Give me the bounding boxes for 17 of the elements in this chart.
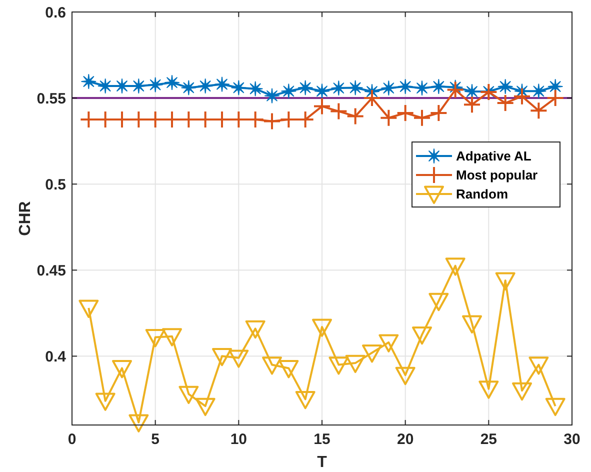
x-tick-label: 20 [396, 431, 414, 448]
x-tick-label: 5 [151, 431, 160, 448]
y-tick-label: 0.4 [45, 348, 67, 366]
x-tick-label: 25 [480, 431, 498, 448]
x-tick-label: 30 [564, 431, 580, 448]
x-axis-title: T [317, 454, 328, 471]
y-axis-title: CHR [17, 200, 34, 236]
legend-label: Random [456, 186, 508, 202]
x-tick-label: 10 [230, 431, 248, 448]
y-tick-label: 0.55 [36, 90, 66, 108]
x-tick-label: 0 [68, 431, 76, 448]
y-tick-label: 0.5 [45, 176, 66, 194]
x-tick-label: 15 [314, 431, 330, 448]
legend-label: Adpative AL [456, 148, 532, 164]
y-tick-label: 0.45 [36, 262, 66, 280]
legend-label: Most popular [456, 168, 538, 183]
y-tick-label: 0.6 [45, 4, 66, 22]
